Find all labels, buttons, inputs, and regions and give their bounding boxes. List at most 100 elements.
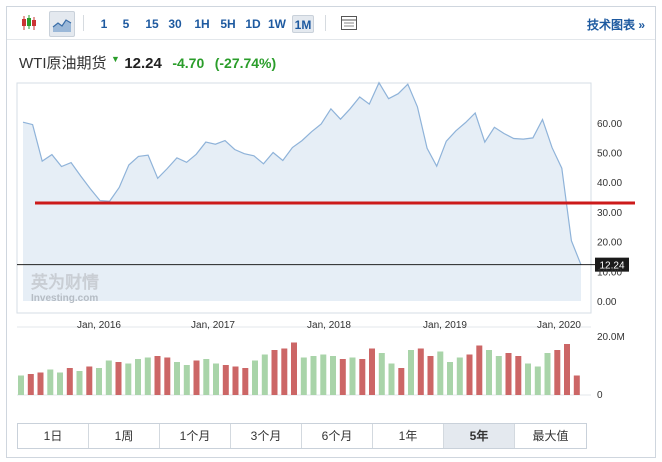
timeframe-1d[interactable]: 1D (245, 17, 261, 31)
timeframe-30[interactable]: 30 (168, 17, 182, 31)
area-chart-icon[interactable] (49, 11, 75, 37)
volume-bar (47, 369, 54, 395)
volume-bar (525, 363, 531, 395)
chart-toolbar: 1 5 15 30 1H 5H 1D 1W 1M 技术图表 » (7, 7, 655, 40)
volume-bar (359, 359, 366, 395)
volume-bar (261, 354, 268, 395)
x-tick-label: Jan, 2018 (307, 320, 351, 331)
volume-bar (554, 350, 561, 395)
volume-bar (515, 356, 522, 395)
volume-bar (86, 366, 93, 395)
volume-bar (456, 357, 463, 395)
volume-bar (203, 359, 210, 395)
price-chart[interactable]: 英为财情Investing.com12.2460.0050.0040.0030.… (7, 7, 655, 417)
volume-bar (437, 351, 444, 395)
volume-bar (281, 348, 288, 395)
volume-bar (427, 356, 434, 395)
volume-bar (466, 354, 473, 395)
volume-bar (115, 362, 122, 395)
volume-bar (330, 356, 336, 395)
y-tick-label: 50.00 (597, 149, 622, 160)
x-tick-label: Jan, 2020 (537, 320, 581, 331)
volume-bar (291, 342, 297, 395)
timeframe-5[interactable]: 5 (122, 17, 130, 31)
tech-chart-link[interactable]: 技术图表 » (586, 18, 645, 32)
timeframe-1h[interactable]: 1H (194, 17, 210, 31)
volume-bar (388, 363, 395, 395)
range-button-5[interactable]: 1年 (373, 424, 444, 448)
volume-bar (398, 368, 405, 395)
down-arrow-icon: ▼ (110, 54, 120, 64)
current-price-tag (595, 257, 629, 272)
y-tick-label: 40.00 (597, 178, 622, 189)
volume-bar (164, 357, 171, 395)
instrument-name: WTI原油期货 (19, 55, 107, 72)
toolbar-separator (325, 15, 326, 31)
volume-bar (505, 353, 512, 395)
volume-bar (349, 357, 356, 395)
range-selector: 1日 1周 1个月 3个月 6个月 1年 5年 最大值 (17, 423, 587, 449)
volume-bar (144, 357, 151, 395)
toolbar-separator (83, 15, 84, 31)
volume-bar (242, 368, 249, 395)
volume-bar (154, 356, 161, 395)
volume-axis-max: 20.0M (597, 332, 625, 343)
volume-bar (476, 345, 483, 395)
volume-bar (193, 360, 200, 395)
volume-bar (57, 372, 63, 395)
last-price: 12.24 (124, 55, 162, 72)
volume-axis-zero: 0 (597, 390, 603, 401)
volume-bar (573, 375, 580, 395)
timeframe-1w[interactable]: 1W (268, 17, 286, 31)
price-line (22, 81, 582, 266)
volume-bar (125, 363, 132, 395)
volume-bar (252, 360, 258, 395)
chart-widget: 1 5 15 30 1H 5H 1D 1W 1M 技术图表 » WTI原油期货 ▼ 12.24 … (6, 6, 656, 458)
volume-bar (105, 360, 112, 395)
current-price-label: 12.24 (599, 261, 624, 272)
x-tick-label: Jan, 2019 (423, 320, 467, 331)
y-tick-label: 30.00 (597, 208, 622, 219)
range-button-0[interactable]: 1日 (18, 424, 89, 448)
y-tick-label: 20.00 (597, 238, 622, 249)
volume-bar (76, 371, 83, 395)
volume-bar (174, 362, 180, 395)
range-button-3[interactable]: 3个月 (231, 424, 302, 448)
x-tick-label: Jan, 2016 (77, 320, 121, 331)
timeframe-1[interactable]: 1 (100, 17, 108, 31)
volume-bar (369, 348, 375, 395)
volume-bar (183, 365, 190, 395)
range-button-7[interactable]: 最大值 (532, 429, 569, 443)
volume-bar (486, 350, 492, 395)
volume-bar (534, 366, 541, 395)
volume-bar (222, 365, 229, 395)
timeframe-5h[interactable]: 5H (220, 17, 236, 31)
range-button-2[interactable]: 1个月 (160, 424, 231, 448)
volume-bar (417, 348, 424, 395)
watermark-cn: 英为财情 (31, 272, 99, 293)
volume-bar (447, 362, 453, 395)
volume-bar (320, 354, 327, 395)
volume-bar (27, 374, 34, 395)
volume-bar (378, 353, 385, 395)
volume-bar (564, 344, 570, 395)
timeframe-1m[interactable]: 1M (292, 15, 314, 33)
table-icon[interactable] (339, 13, 359, 33)
volume-bar (408, 350, 414, 395)
volume-bar (310, 356, 317, 395)
y-tick-label: 10.00 (597, 267, 622, 278)
watermark-en: Investing.com (31, 293, 98, 304)
volume-bar (96, 368, 102, 395)
y-tick-label: 0.00 (597, 297, 617, 308)
volume-bar (300, 357, 307, 395)
range-button-6[interactable]: 5年 (444, 424, 515, 448)
volume-bar (18, 375, 24, 395)
instrument-header: WTI原油期货 ▼ 12.24 -4.70 (-27.74%) (19, 52, 276, 74)
range-button-4[interactable]: 6个月 (302, 424, 373, 448)
volume-bar (232, 366, 239, 395)
volume-bar (271, 350, 278, 395)
timeframe-15[interactable]: 15 (145, 17, 159, 31)
range-button-1[interactable]: 1周 (89, 424, 160, 448)
x-tick-label: Jan, 2017 (191, 320, 235, 331)
candlestick-icon[interactable] (19, 13, 39, 33)
